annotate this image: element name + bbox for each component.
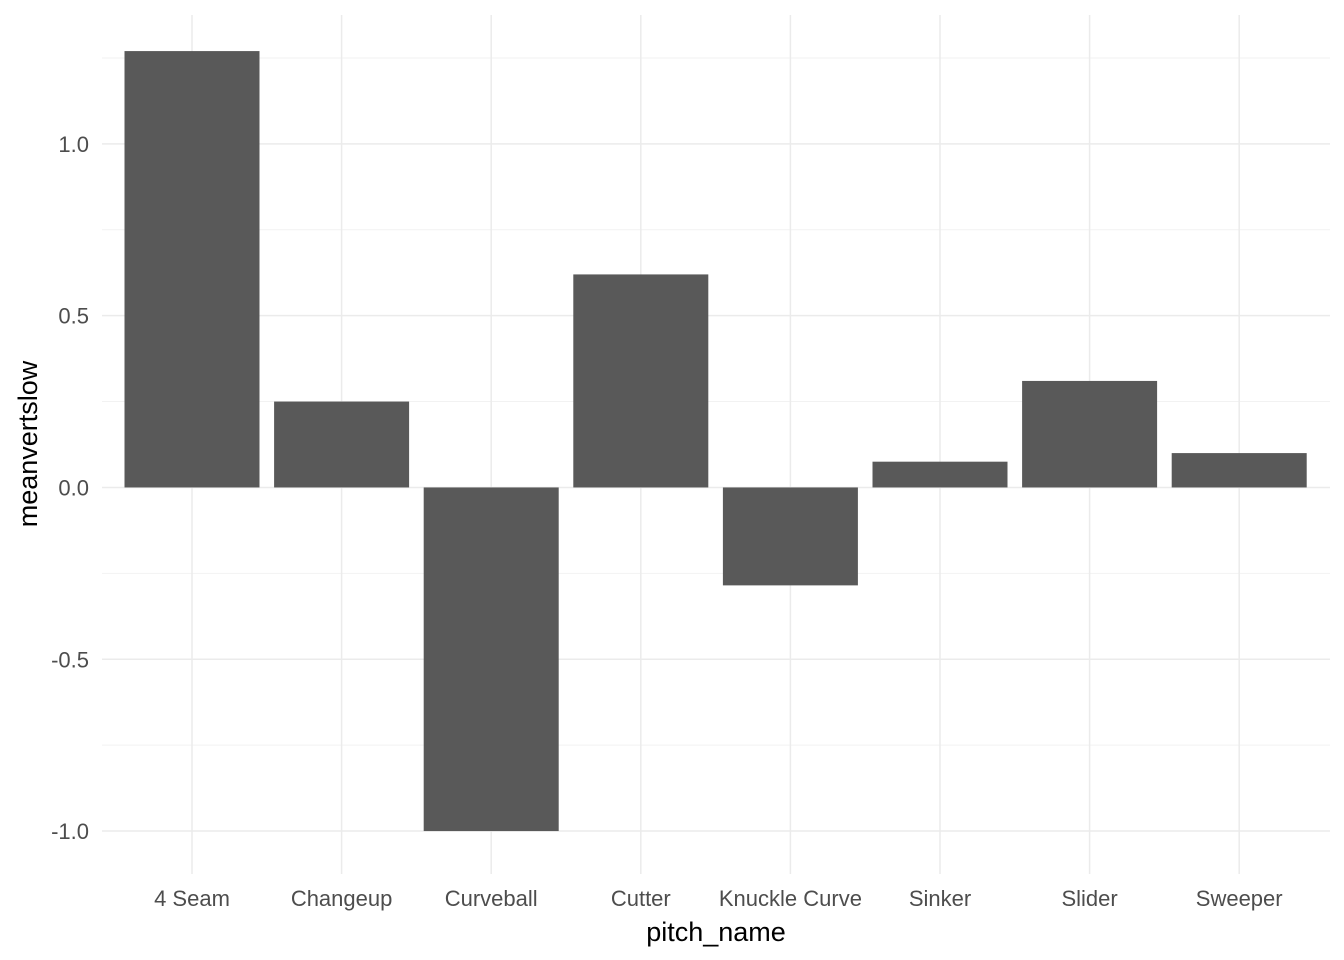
bars (124, 51, 1307, 832)
x-tick-label: Knuckle Curve (719, 886, 862, 911)
x-tick-label: Curveball (445, 886, 538, 911)
y-tick-label: 0.0 (58, 475, 89, 500)
bar-4-seam (124, 51, 260, 488)
bar-curveball (423, 487, 559, 832)
x-tick-label: 4 Seam (154, 886, 230, 911)
y-tick-label: 0.5 (58, 304, 89, 329)
x-axis-title: pitch_name (646, 917, 786, 947)
bar-knuckle-curve (722, 487, 858, 586)
y-tick-label: 1.0 (58, 132, 89, 157)
bar-cutter (573, 274, 709, 488)
y-axis-title: meanvertslow (13, 360, 43, 527)
x-tick-label: Changeup (291, 886, 393, 911)
x-tick-label: Sweeper (1196, 886, 1283, 911)
bar-changeup (274, 401, 410, 488)
x-tick-label: Sinker (909, 886, 971, 911)
y-tick-label: -1.0 (51, 819, 89, 844)
y-axis-tick-labels: -1.0 -0.5 0.0 0.5 1.0 (51, 132, 89, 844)
x-tick-label: Cutter (611, 886, 671, 911)
bar-sinker (872, 461, 1008, 488)
x-tick-label: Slider (1061, 886, 1117, 911)
bar-sweeper (1171, 453, 1307, 488)
x-axis-tick-labels: 4 Seam Changeup Curveball Cutter Knuckle Cur… (154, 886, 1283, 911)
y-tick-label: -0.5 (51, 647, 89, 672)
bar-slider (1022, 380, 1158, 488)
